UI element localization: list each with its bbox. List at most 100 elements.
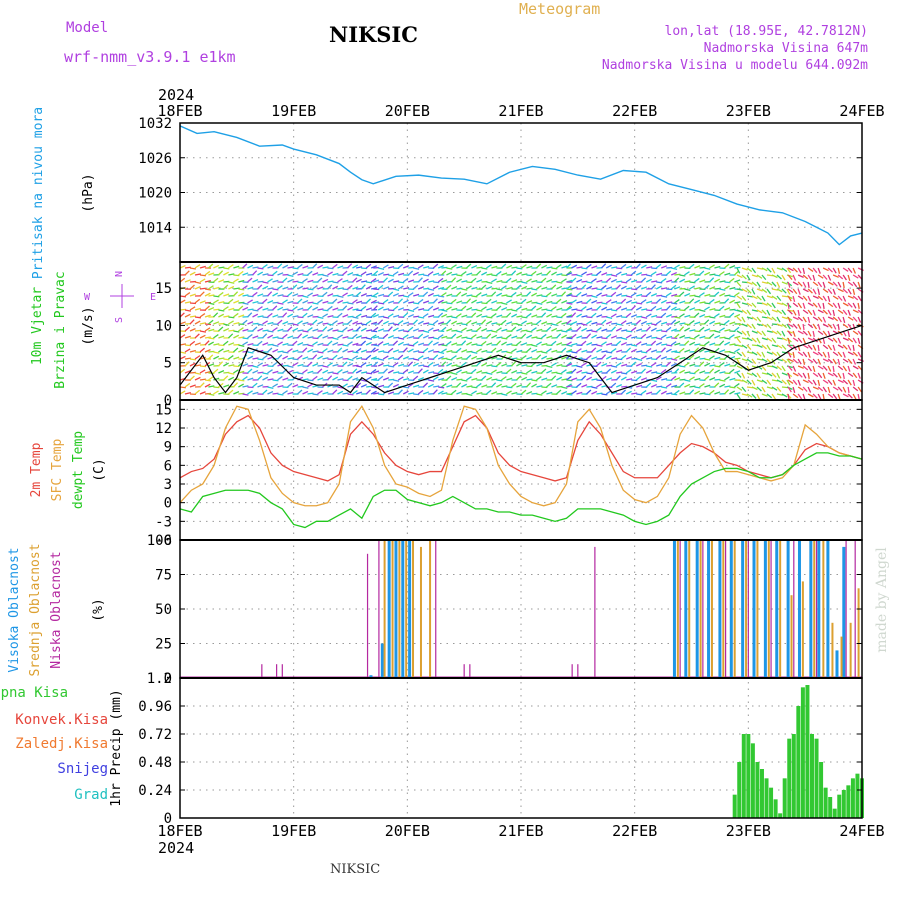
wind-barb bbox=[787, 288, 794, 294]
wind-barb bbox=[807, 337, 814, 342]
wind-barb bbox=[322, 309, 329, 312]
wind-barb bbox=[516, 323, 523, 326]
wind-barb bbox=[620, 389, 627, 395]
wind-barb bbox=[671, 302, 678, 305]
cloud-bar bbox=[571, 664, 573, 678]
wind-barb bbox=[292, 327, 299, 332]
wind-barb bbox=[413, 384, 420, 388]
wind-barb bbox=[456, 391, 463, 395]
wind-barb bbox=[277, 375, 283, 381]
wind-barb bbox=[267, 287, 274, 290]
wind-barb bbox=[486, 376, 493, 381]
wind-barb bbox=[561, 312, 567, 318]
wind-barb bbox=[423, 287, 430, 290]
wind-barb bbox=[832, 302, 838, 309]
wind-barb bbox=[719, 292, 726, 297]
wind-barb bbox=[208, 306, 215, 311]
y-tick-label: 0 bbox=[164, 671, 172, 687]
wind-barb bbox=[516, 371, 523, 374]
wind-barb bbox=[292, 267, 299, 270]
wind-barb bbox=[199, 356, 206, 360]
wind-barb bbox=[272, 301, 279, 304]
wind-barb bbox=[734, 392, 741, 395]
wind-barb bbox=[616, 323, 623, 326]
wind-barb bbox=[556, 372, 563, 375]
wind-barb bbox=[383, 273, 390, 276]
wind-barb bbox=[515, 284, 522, 290]
wind-barb bbox=[422, 347, 429, 353]
wind-barb bbox=[709, 286, 716, 290]
wind-barb bbox=[581, 284, 587, 290]
wind-barb bbox=[812, 372, 819, 378]
wind-barb bbox=[817, 337, 822, 344]
wind-barb bbox=[282, 299, 288, 304]
wind-barb bbox=[802, 274, 809, 280]
wind-barb bbox=[218, 348, 224, 353]
wind-barb bbox=[734, 335, 741, 339]
wind-barb bbox=[571, 351, 578, 354]
wind-barb bbox=[665, 348, 672, 353]
wind-axis-label: 10m Vjetar bbox=[30, 287, 45, 365]
wind-barb bbox=[272, 305, 278, 311]
wind-barb bbox=[456, 278, 462, 283]
wind-barb bbox=[451, 329, 458, 332]
wind-barb bbox=[832, 379, 837, 386]
y-tick-label: 0.24 bbox=[138, 783, 172, 799]
wind-barb bbox=[194, 329, 202, 332]
wind-barb bbox=[441, 279, 448, 283]
wind-barb bbox=[486, 316, 493, 319]
wind-barb bbox=[645, 278, 652, 283]
wind-barb bbox=[776, 281, 781, 288]
wind-barb bbox=[347, 384, 354, 388]
wind-barb bbox=[605, 320, 612, 325]
wind-barb bbox=[383, 308, 390, 311]
wind-barb bbox=[857, 316, 862, 323]
wind-barb bbox=[812, 330, 815, 338]
wind-barb bbox=[671, 384, 678, 388]
wind-barb bbox=[282, 312, 288, 318]
x-tick-label-top: 21FEB bbox=[498, 102, 543, 120]
wind-barb bbox=[466, 272, 473, 276]
tick-labels: 1014102010261032051015-6-303691215025507… bbox=[0, 86, 890, 857]
wind-barb bbox=[771, 274, 778, 279]
wind-barb bbox=[352, 355, 359, 360]
wind-barb bbox=[194, 364, 202, 367]
cloud-axis-label-low: Niska Oblacnost bbox=[49, 551, 64, 668]
wind-barb bbox=[393, 288, 400, 291]
wind-barb bbox=[857, 351, 862, 358]
wind-barb bbox=[370, 299, 377, 304]
wind-barb bbox=[252, 266, 259, 269]
precip-bar bbox=[741, 734, 746, 818]
wind-barb bbox=[455, 291, 462, 297]
wind-barb bbox=[724, 307, 731, 311]
wind-barb bbox=[857, 386, 863, 393]
wind-barb bbox=[689, 341, 696, 346]
wind-barb bbox=[456, 378, 463, 381]
wind-barb bbox=[766, 309, 771, 316]
wind-barb bbox=[822, 379, 829, 384]
wind-barb bbox=[451, 316, 458, 319]
wind-barb bbox=[408, 279, 415, 283]
wind-barb bbox=[388, 309, 395, 312]
wind-barb bbox=[366, 272, 373, 276]
wind-barb bbox=[282, 286, 289, 290]
wind-barb bbox=[302, 386, 309, 389]
wind-barb bbox=[422, 313, 429, 318]
wind-barb bbox=[611, 391, 618, 395]
cloud-bar bbox=[831, 622, 834, 678]
wind-barb bbox=[601, 302, 608, 305]
wind-barb bbox=[267, 334, 274, 339]
wind-barb bbox=[541, 386, 548, 389]
wind-barb bbox=[412, 362, 419, 367]
wind-barb bbox=[746, 267, 753, 273]
cloud-bar bbox=[741, 540, 745, 678]
wind-barb bbox=[635, 319, 642, 325]
wind-barb bbox=[501, 328, 508, 332]
wind-barb bbox=[781, 344, 787, 350]
wind-barb bbox=[601, 341, 607, 346]
y-tick-label: 6 bbox=[164, 458, 172, 474]
wind-barb bbox=[606, 351, 613, 354]
wind-barb bbox=[238, 327, 244, 332]
wind-barb bbox=[378, 302, 385, 305]
station-title: NIKSIC bbox=[329, 22, 418, 47]
